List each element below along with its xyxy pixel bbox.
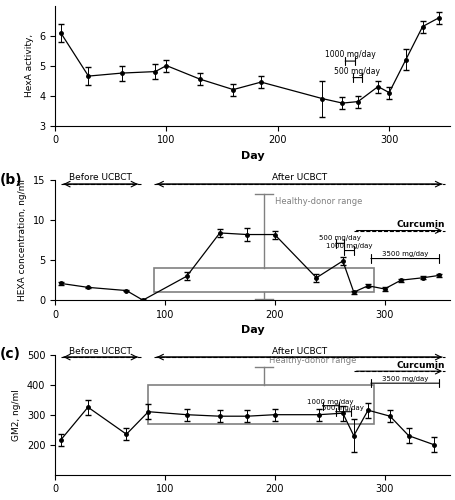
Text: 1000 mg/day: 1000 mg/day [325,242,372,248]
Text: 1000 mg/day: 1000 mg/day [324,50,375,59]
Text: 1000 mg/day: 1000 mg/day [307,398,353,404]
Text: Curcumin: Curcumin [395,360,444,370]
Text: Before UCBCT: Before UCBCT [69,346,132,356]
Text: 500 mg/day: 500 mg/day [322,404,364,410]
Text: (b): (b) [0,173,22,187]
Y-axis label: GM2, ng/ml: GM2, ng/ml [12,389,21,440]
Text: 500 mg/day: 500 mg/day [334,67,379,76]
Text: (c): (c) [0,348,20,362]
Bar [153,268,373,292]
Bar [148,384,373,424]
Text: 3500 mg/day: 3500 mg/day [381,376,427,382]
Text: Before UCBCT: Before UCBCT [69,172,132,182]
Text: After UCBCT: After UCBCT [271,346,326,356]
Text: Healthy-donor range: Healthy-donor range [268,356,356,364]
Text: 500 mg/day: 500 mg/day [318,236,360,242]
Text: After UCBCT: After UCBCT [271,172,326,182]
Y-axis label: HexA activity,: HexA activity, [25,34,33,97]
Text: Healthy-donor range: Healthy-donor range [274,196,361,205]
Y-axis label: HEXA concentration, ng/ml: HEXA concentration, ng/ml [18,179,27,301]
X-axis label: Day: Day [240,151,264,161]
X-axis label: Day: Day [240,326,264,336]
Text: 3500 mg/day: 3500 mg/day [381,250,427,256]
Text: Curcumin: Curcumin [395,220,444,229]
